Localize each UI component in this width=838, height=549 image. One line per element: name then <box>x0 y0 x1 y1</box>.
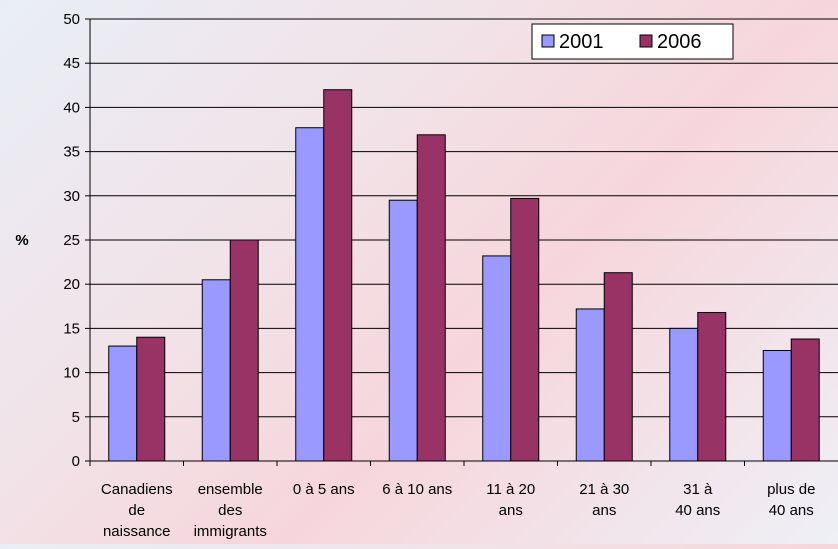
bar-2006-3 <box>416 134 446 462</box>
y-tick-label: 20 <box>63 276 80 293</box>
y-tick-label: 10 <box>63 365 80 382</box>
x-tick-label: 11 à 20 ans <box>486 481 535 519</box>
x-tick-label: 0 à 5 ans <box>293 481 355 498</box>
legend-swatch-2006 <box>639 34 653 48</box>
y-tick-label: 0 <box>72 453 80 470</box>
bar-2006-4 <box>510 197 540 462</box>
bar-2006-7 <box>790 338 820 462</box>
bar-2001-1 <box>201 279 231 462</box>
legend-label-2001: 2001 <box>559 31 604 53</box>
bar-2006-5 <box>603 272 633 462</box>
bar-2001-4 <box>482 255 512 462</box>
x-tick-label: 21 à 30 ans <box>579 481 629 519</box>
x-tick-label: ensemble des immigrants <box>194 481 267 540</box>
legend-label-2006: 2006 <box>657 31 702 53</box>
legend-swatch-2001 <box>541 34 555 48</box>
bar-2001-0 <box>108 345 138 462</box>
x-tick-label: Canadiens de naissance <box>101 481 173 540</box>
y-tick-label: 50 <box>63 11 80 28</box>
y-tick-label: 15 <box>63 320 80 337</box>
x-tick-label: 31 à 40 ans <box>675 481 720 519</box>
y-tick-label: 25 <box>63 232 80 249</box>
y-tick-label: 35 <box>63 144 80 161</box>
bar-2001-7 <box>762 350 792 462</box>
y-tick-label: 40 <box>63 99 80 116</box>
bar-2006-0 <box>136 336 166 462</box>
x-tick-label: plus de 40 ans <box>767 481 815 519</box>
legend-box <box>531 23 734 60</box>
bar-2001-2 <box>295 127 325 462</box>
bar-2006-1 <box>229 239 259 462</box>
bar-2006-2 <box>323 89 353 462</box>
bar-2001-3 <box>388 199 418 462</box>
y-axis-label: % <box>15 232 28 249</box>
x-tick-label: 6 à 10 ans <box>382 481 452 498</box>
bar-2006-6 <box>697 311 727 462</box>
y-tick-label: 5 <box>72 409 80 426</box>
bar-2001-5 <box>575 308 605 462</box>
y-tick-label: 45 <box>63 55 80 72</box>
y-tick-label: 30 <box>63 188 80 205</box>
bar-2001-6 <box>669 327 699 462</box>
